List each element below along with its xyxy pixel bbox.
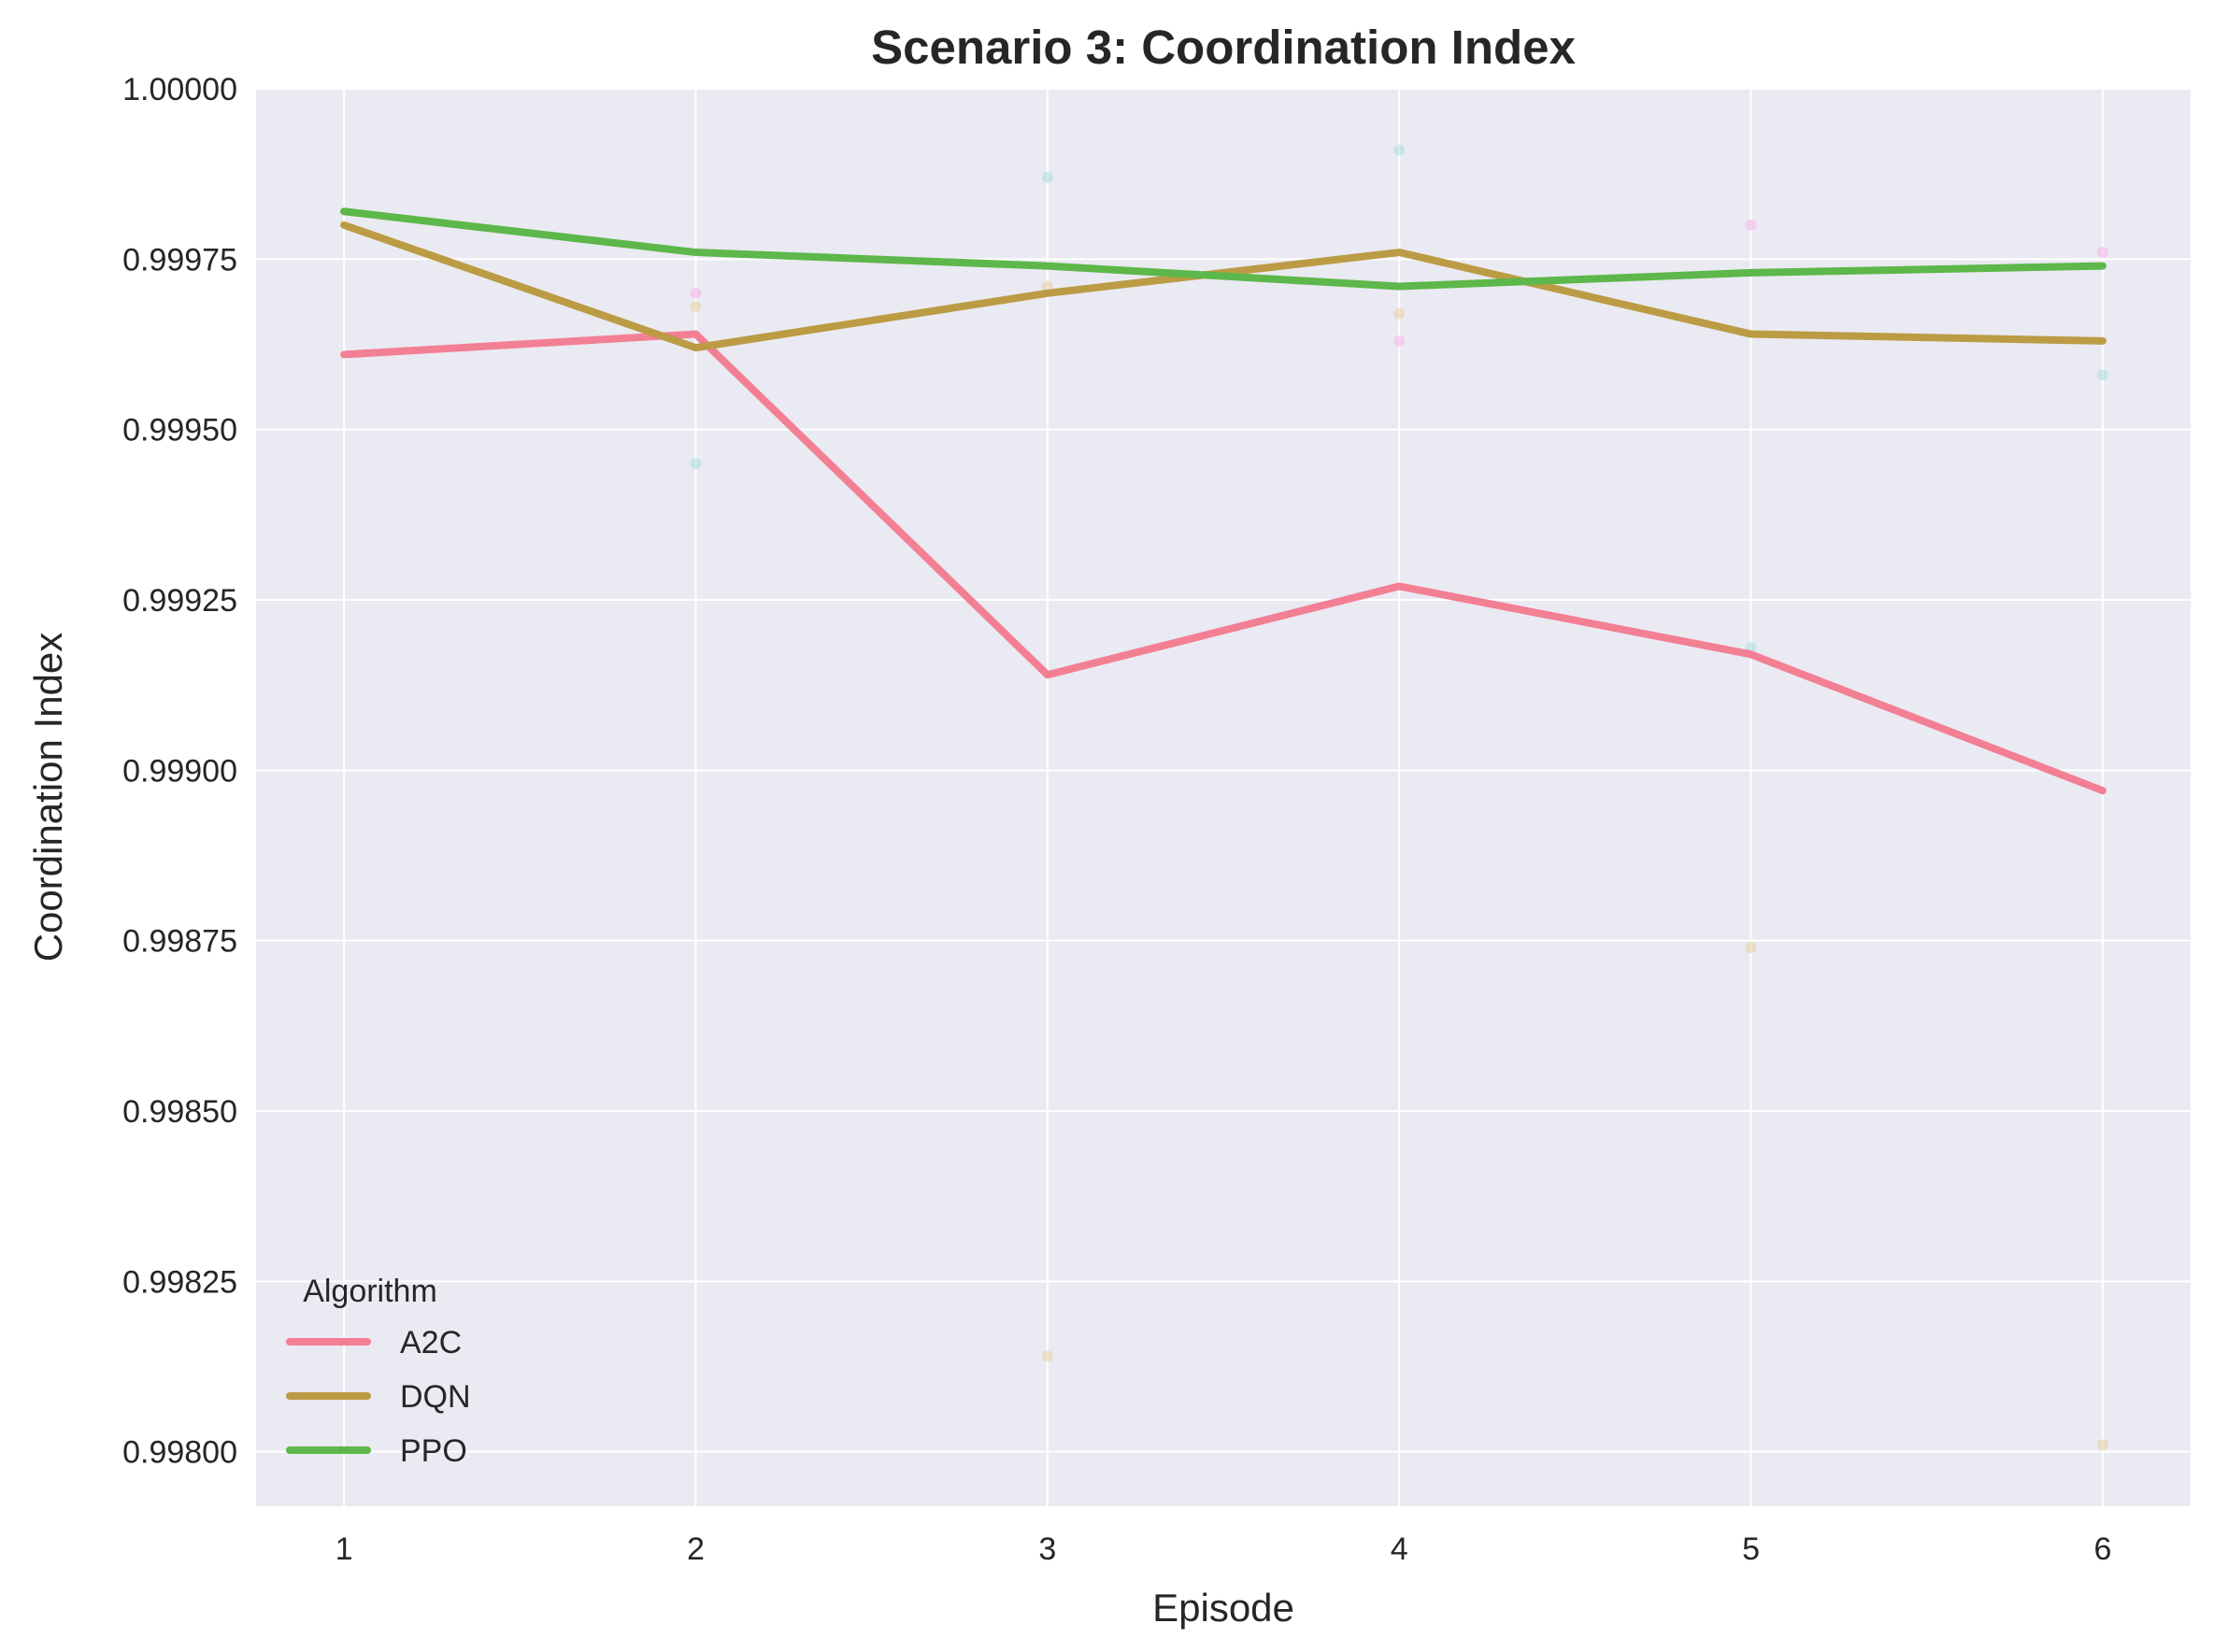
plot-area [256,89,2191,1506]
series-line-ppo [340,207,2107,291]
scatter-point [690,287,702,299]
scatter-point [1041,1350,1053,1362]
x-tick-label: 1 [336,1531,353,1567]
legend: Algorithm A2C DQN PPO [286,1274,471,1469]
legend-label-ppo: PPO [400,1433,467,1469]
x-tick-label: 2 [687,1531,705,1567]
legend-title: Algorithm [303,1274,437,1309]
y-tick-label: 0.99875 [122,924,237,960]
scatter-point [690,458,702,470]
legend-label-dqn: DQN [400,1379,471,1415]
scatter-point [1745,941,1757,953]
y-tick-label: 0.99950 [122,413,237,449]
x-tick-label: 3 [1038,1531,1056,1567]
series-line-a2c [340,330,2107,795]
scatter-point [1393,144,1406,156]
grid [256,88,2191,1506]
scatter-point [2096,369,2108,381]
x-tick-label: 4 [1391,1531,1408,1567]
y-tick-label: 0.99825 [122,1264,237,1300]
x-tick-label: 6 [2093,1531,2111,1567]
legend-label-a2c: A2C [400,1325,462,1360]
y-tick-label: 0.99975 [122,242,237,278]
scatter-point [2096,1439,2108,1451]
scatter-point [1745,219,1757,231]
y-tick-label: 0.99850 [122,1094,237,1130]
tick-labels: 0.99800 0.99825 0.99850 0.99875 0.99900 0.999… [122,72,2111,1567]
y-axis-label: Coordination Index [26,633,70,962]
scatter-point [690,301,702,313]
series-lines [340,207,2107,795]
y-tick-label: 0.99925 [122,583,237,619]
chart-title: Scenario 3: Coordination Index [871,21,1576,74]
scatter-point [1393,335,1406,347]
scatter-point [1041,171,1053,183]
x-axis-label: Episode [1152,1586,1294,1630]
scatter-points [690,144,2108,1451]
scatter-point [2096,247,2108,259]
y-tick-label: 0.99900 [122,753,237,789]
scatter-point [1393,307,1406,320]
y-tick-label: 1.00000 [122,72,237,107]
x-tick-label: 5 [1742,1531,1760,1567]
y-tick-label: 0.99800 [122,1435,237,1471]
